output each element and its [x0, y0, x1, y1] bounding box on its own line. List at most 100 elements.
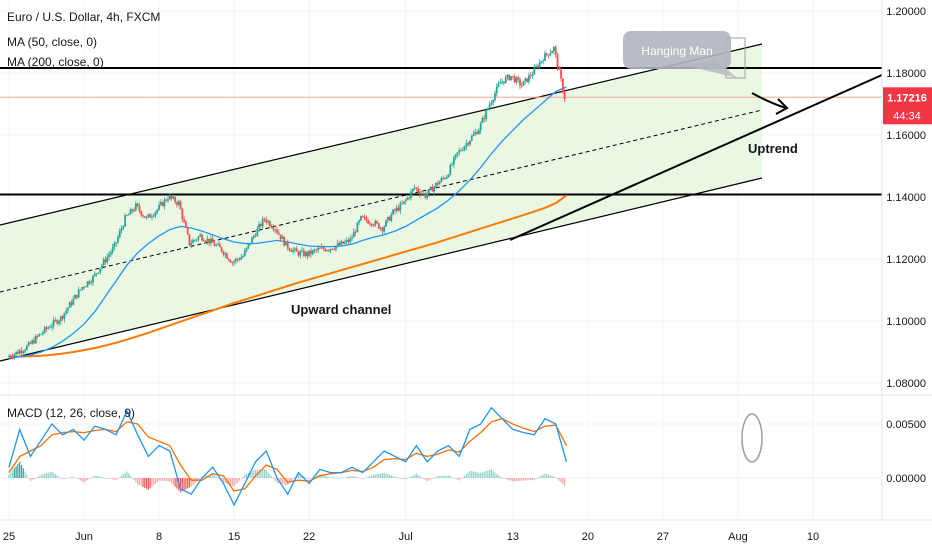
macd-histogram-bar	[304, 477, 307, 478]
candle-up	[485, 110, 487, 120]
candle-down	[417, 188, 420, 192]
candle-up	[329, 248, 332, 251]
macd-histogram-bar	[524, 478, 526, 481]
candle-down	[226, 253, 228, 259]
macd-histogram-bar	[87, 478, 89, 481]
candle-up	[92, 275, 94, 283]
macd-histogram-bar	[356, 477, 358, 478]
macd-histogram-bar	[535, 478, 537, 479]
candle-up	[420, 193, 423, 195]
candle-up	[335, 246, 337, 250]
macd-histogram-bar	[547, 474, 550, 478]
bar-countdown: 44:34	[893, 110, 921, 122]
candle-up	[90, 282, 93, 284]
macd-histogram-bar	[283, 478, 285, 485]
macd-histogram-bar	[406, 478, 409, 479]
macd-histogram-bar	[449, 476, 451, 478]
candle-up	[74, 294, 77, 299]
macd-histogram-bar	[496, 473, 498, 478]
candle-up	[477, 130, 480, 135]
candle-down	[558, 67, 561, 70]
candle-up	[524, 78, 527, 81]
candle-up	[528, 75, 530, 82]
macd-histogram-bar	[11, 470, 14, 478]
candle-up	[133, 210, 135, 212]
candle-up	[404, 200, 407, 202]
candle-up	[551, 51, 554, 54]
macd-histogram-bar	[294, 477, 296, 478]
candle-down	[367, 220, 370, 224]
time-tick-label: 20	[582, 531, 594, 543]
candle-up	[245, 247, 248, 251]
macd-histogram-bar	[446, 475, 448, 478]
macd-histogram-bar	[526, 478, 528, 481]
candle-down	[220, 247, 223, 252]
candle-down	[279, 234, 282, 240]
candle-down	[188, 234, 191, 246]
candle-up	[499, 82, 502, 84]
macd-histogram-bar	[33, 478, 35, 480]
candle-up	[301, 250, 303, 252]
candle-up	[177, 201, 180, 205]
macd-histogram-bar	[90, 477, 92, 479]
macd-histogram-bar	[333, 477, 335, 479]
macd-histogram-bar	[210, 474, 212, 478]
macd-histogram-bar	[522, 478, 525, 481]
macd-histogram-bar	[469, 470, 471, 478]
candle-down	[519, 79, 521, 86]
candle-up	[190, 243, 193, 246]
candle-up	[456, 152, 459, 155]
candle-up	[411, 188, 414, 192]
candle-down	[401, 203, 403, 205]
candle-up	[311, 250, 314, 255]
ma50-legend: MA (50, close, 0)	[7, 35, 98, 49]
candle-down	[149, 214, 152, 218]
candle-up	[390, 214, 393, 221]
candle-up	[299, 251, 302, 256]
macd-histogram-bar	[60, 478, 62, 479]
candle-up	[31, 340, 34, 344]
candle-up	[535, 66, 537, 68]
candle-down	[306, 252, 309, 257]
macd-histogram-bar	[421, 477, 423, 478]
candle-up	[156, 209, 159, 213]
candle-up	[379, 227, 382, 229]
macd-histogram-bar	[369, 476, 371, 478]
macd-histogram-bar	[408, 477, 410, 478]
macd-histogram-bar	[131, 478, 133, 479]
candle-up	[479, 123, 482, 131]
candle-up	[274, 229, 277, 231]
macd-histogram-bar	[38, 475, 40, 478]
macd-histogram-bar	[51, 471, 53, 478]
candle-up	[152, 215, 155, 217]
macd-histogram-bar	[263, 469, 266, 478]
macd-histogram-bar	[471, 471, 473, 478]
macd-histogram-bar	[185, 478, 187, 490]
macd-histogram-bar	[464, 475, 466, 478]
macd-histogram-bar	[62, 478, 64, 480]
candle-up	[147, 214, 150, 218]
time-tick-label: 8	[156, 531, 162, 543]
macd-histogram-bar	[249, 472, 251, 478]
macd-histogram-bar	[363, 478, 366, 479]
macd-histogram-bar	[376, 474, 378, 478]
candle-up	[111, 247, 114, 253]
macd-histogram-bar	[140, 478, 142, 487]
candle-down	[517, 77, 520, 80]
macd-histogram-bar	[551, 476, 553, 478]
macd-histogram-bar	[251, 471, 253, 478]
macd-histogram-bar	[153, 478, 155, 486]
candle-up	[553, 46, 555, 52]
macd-histogram-bar	[438, 475, 441, 478]
candle-down	[369, 223, 371, 225]
candle-down	[415, 187, 418, 189]
macd-histogram-bar	[88, 478, 90, 479]
macd-histogram-bar	[128, 473, 130, 478]
uptrend-line	[509, 74, 883, 241]
candle-down	[315, 249, 318, 251]
candle-up	[242, 255, 244, 258]
macd-histogram-bar	[455, 478, 457, 479]
macd-histogram-bar	[390, 475, 392, 478]
candle-up	[383, 226, 386, 232]
